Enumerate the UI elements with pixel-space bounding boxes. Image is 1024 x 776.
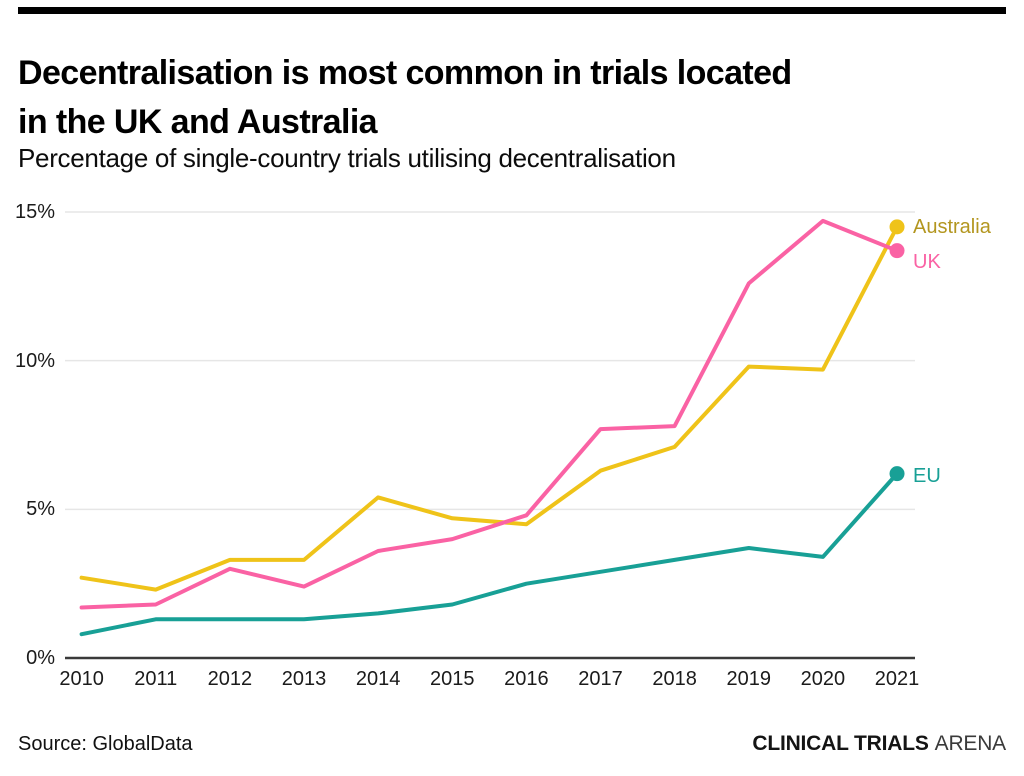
series-endpoint-dot-australia bbox=[889, 219, 905, 235]
y-tick-10pct: 10% bbox=[14, 349, 55, 372]
series-label-australia: Australia bbox=[913, 215, 991, 238]
x-tick-2017: 2017 bbox=[578, 668, 623, 690]
series-line-australia bbox=[79, 224, 899, 592]
x-tick-2010: 2010 bbox=[59, 668, 104, 690]
top-accent-bar bbox=[18, 7, 1006, 14]
series-endpoint-dot-uk bbox=[889, 243, 905, 259]
chart-title: Decentralisation is most common in trial… bbox=[18, 53, 792, 141]
x-tick-2021: 2021 bbox=[874, 668, 920, 690]
chart-subtitle: Percentage of single-country trials util… bbox=[18, 143, 676, 173]
brand-logo: CLINICAL TRIALS ARENA bbox=[752, 732, 1006, 756]
x-tick-2019: 2019 bbox=[726, 668, 772, 690]
x-tick-2011: 2011 bbox=[134, 668, 178, 690]
series-line-eu bbox=[79, 471, 899, 637]
x-tick-2015: 2015 bbox=[430, 668, 475, 690]
y-tick-15pct: 15% bbox=[14, 201, 55, 223]
series-label-uk: UK bbox=[913, 250, 941, 273]
x-tick-2020: 2020 bbox=[800, 668, 846, 690]
brand-arena: ARENA bbox=[934, 732, 1007, 755]
x-tick-2018: 2018 bbox=[652, 668, 697, 690]
y-tick-0pct: 0% bbox=[26, 647, 55, 669]
x-tick-2013: 2013 bbox=[281, 668, 327, 690]
brand-clinical-trials: CLINICAL TRIALS bbox=[752, 732, 929, 755]
chart-canvas bbox=[65, 211, 915, 660]
line-chart: 0% 5% 10% 15% 2010 2011 2012 2013 2014 2015 2016 20… bbox=[0, 190, 1024, 710]
x-tick-2016: 2016 bbox=[504, 668, 549, 690]
source-note: Source: GlobalData bbox=[18, 733, 193, 755]
x-tick-2014: 2014 bbox=[355, 668, 401, 690]
y-tick-5pct: 5% bbox=[26, 498, 55, 521]
x-tick-2012: 2012 bbox=[207, 668, 253, 690]
series-endpoint-dot-eu bbox=[889, 466, 905, 482]
series-label-eu: EU bbox=[913, 464, 941, 487]
series-line-uk bbox=[79, 218, 899, 610]
